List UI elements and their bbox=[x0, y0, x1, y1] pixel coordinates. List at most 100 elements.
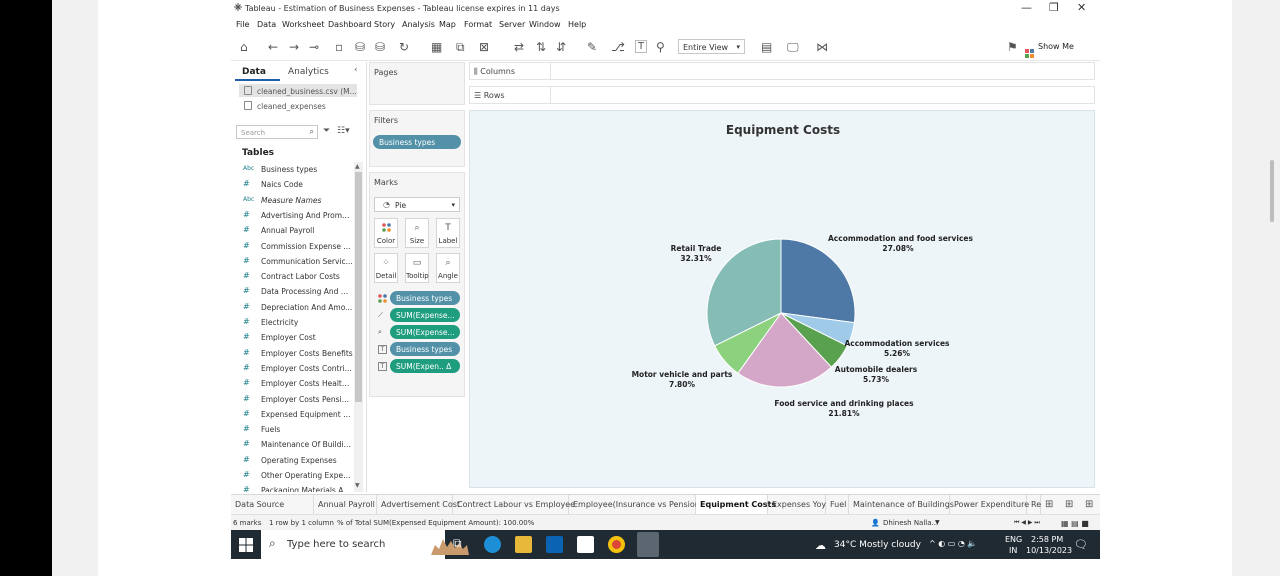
notifications-icon[interactable]: 🗨 bbox=[1074, 538, 1088, 551]
angle-button[interactable]: ⌕ Angle bbox=[436, 253, 460, 283]
sheet-tab[interactable]: Equipment Costs bbox=[696, 495, 776, 515]
restore-button[interactable]: ❐ bbox=[1049, 1, 1059, 14]
mail-icon[interactable] bbox=[577, 536, 594, 553]
taskbar-search-input[interactable]: ⌕ Type here to search bbox=[261, 530, 469, 559]
filter-pill[interactable]: Business types bbox=[373, 135, 461, 149]
sheet-nav-icon[interactable]: ⏮ ◀ ▶ ⏭ bbox=[1014, 519, 1040, 526]
scrollbar-thumb[interactable] bbox=[355, 172, 362, 402]
marks-pill[interactable]: SUM(Expense... bbox=[390, 308, 460, 322]
file-explorer-icon[interactable] bbox=[515, 536, 532, 553]
field-item[interactable]: # Employer Costs Health... bbox=[231, 376, 353, 391]
columns-shelf[interactable]: ⫼ Columns bbox=[469, 62, 1095, 80]
chrome-icon[interactable] bbox=[608, 536, 625, 553]
menu-help[interactable]: Help bbox=[568, 20, 587, 29]
menu-data[interactable]: Data bbox=[257, 20, 277, 29]
menu-format[interactable]: Format bbox=[464, 20, 493, 29]
filter-icon[interactable]: ⏷ bbox=[323, 126, 331, 136]
sheet-tab[interactable]: Employee(Insurance vs Pension) bbox=[569, 495, 703, 515]
marks-pill[interactable]: SUM(Expen.. Δ bbox=[390, 359, 460, 373]
menu-analysis[interactable]: Analysis bbox=[402, 20, 435, 29]
share-icon[interactable]: ⋈ bbox=[816, 40, 828, 54]
refresh-icon[interactable]: ↻ bbox=[399, 40, 410, 54]
scroll-down-icon[interactable]: ▼ bbox=[355, 482, 360, 489]
marks-pill[interactable]: Business types bbox=[390, 342, 460, 356]
field-list-scrollbar[interactable]: ▲ ▼ bbox=[354, 162, 363, 492]
datasource-item[interactable]: cleaned_business.csv (M... bbox=[239, 84, 357, 97]
rows-shelf[interactable]: ☰ Rows bbox=[469, 86, 1095, 104]
language-code[interactable]: ENG bbox=[1005, 535, 1023, 544]
edge-icon[interactable] bbox=[484, 536, 501, 553]
pie-slice[interactable] bbox=[706, 238, 782, 347]
save-icon[interactable]: ▫ bbox=[335, 40, 344, 54]
weather-text[interactable]: 34°C Mostly cloudy bbox=[834, 540, 921, 550]
menu-file[interactable]: File bbox=[236, 20, 250, 29]
marks-pill[interactable]: Business types bbox=[390, 291, 460, 305]
size-button[interactable]: ⌕ Size bbox=[405, 218, 429, 248]
datasource-item[interactable]: cleaned_expenses bbox=[239, 99, 357, 112]
tooltip-button[interactable]: ▭ Tooltip bbox=[405, 253, 429, 283]
field-item[interactable]: # Expensed Equipment A... bbox=[231, 407, 353, 422]
tableau-taskbar-icon[interactable] bbox=[637, 532, 659, 557]
sort-descending-icon[interactable]: ⇵ bbox=[556, 40, 567, 54]
task-view-icon[interactable]: ⧉ bbox=[453, 536, 462, 550]
show-cards-icon[interactable]: ▤ bbox=[761, 40, 773, 54]
fit-select[interactable]: Entire View ▾ bbox=[678, 39, 745, 54]
menu-story[interactable]: Story bbox=[374, 20, 396, 29]
field-item[interactable]: Abc Business types bbox=[231, 162, 353, 177]
close-button[interactable]: ✕ bbox=[1077, 1, 1087, 14]
label-button[interactable]: T Label bbox=[436, 218, 460, 248]
sheet-tab[interactable]: Power Expenditure bbox=[950, 495, 1029, 515]
color-button[interactable]: Color bbox=[374, 218, 398, 248]
field-item[interactable]: # Depreciation And Amo... bbox=[231, 300, 353, 315]
field-item[interactable]: # Maintenance Of Buildin... bbox=[231, 437, 353, 452]
view-sheets-icon[interactable]: ▦ ▤ ■ bbox=[1061, 519, 1089, 528]
swap-icon[interactable]: ⇄ bbox=[514, 40, 525, 54]
show-me-button[interactable]: Show Me bbox=[1038, 42, 1074, 51]
field-item[interactable]: # Fuels bbox=[231, 422, 353, 437]
show-me-icon[interactable] bbox=[1025, 43, 1035, 58]
new-data-source-icon[interactable]: ⛁ bbox=[355, 40, 366, 54]
pause-updates-icon[interactable]: ⛁ bbox=[375, 40, 386, 54]
sheet-tab[interactable]: Expenses Yoy bbox=[768, 495, 826, 515]
mark-type-select[interactable]: ◔ Pie ▾ bbox=[374, 197, 460, 212]
view-options-icon[interactable]: ☷▾ bbox=[337, 126, 350, 136]
user-menu[interactable]: Dhinesh Nalla... bbox=[883, 519, 939, 527]
store-icon[interactable] bbox=[546, 536, 563, 553]
marks-pill[interactable]: SUM(Expense... bbox=[390, 325, 460, 339]
field-search-input[interactable]: Search ⌕ bbox=[236, 125, 318, 139]
pie-slice[interactable] bbox=[780, 238, 856, 324]
field-item[interactable]: Abc Measure Names bbox=[231, 193, 353, 208]
new-worksheet-icon[interactable]: ▦ bbox=[431, 40, 443, 54]
highlight-icon[interactable]: ✎ bbox=[587, 40, 598, 54]
home-icon[interactable]: ⌂ bbox=[240, 40, 248, 54]
field-item[interactable]: # Employer Costs Pensio... bbox=[231, 392, 353, 407]
field-item[interactable]: # Annual Payroll bbox=[231, 223, 353, 238]
forward-icon[interactable]: → bbox=[289, 40, 300, 54]
detail-button[interactable]: ⁘ Detail bbox=[374, 253, 398, 283]
sheet-tab[interactable]: Re bbox=[1027, 495, 1041, 515]
scroll-up-icon[interactable]: ▲ bbox=[355, 163, 360, 170]
sheet-tab[interactable]: Advertisement Cost bbox=[377, 495, 460, 515]
menu-window[interactable]: Window bbox=[529, 20, 561, 29]
pin-icon[interactable]: ⚑ bbox=[1007, 40, 1018, 54]
presentation-mode-icon[interactable]: 🖵 bbox=[787, 40, 799, 54]
new-dashboard-icon[interactable]: ⊞ bbox=[1065, 499, 1074, 510]
field-item[interactable]: # Employer Costs Contri... bbox=[231, 361, 353, 376]
field-item[interactable]: # Other Operating Expen... bbox=[231, 468, 353, 483]
field-item[interactable]: # Employer Costs Benefits bbox=[231, 346, 353, 361]
pie-slice[interactable] bbox=[737, 312, 833, 388]
field-item[interactable]: # Advertising And Promo... bbox=[231, 208, 353, 223]
sheet-tab[interactable]: Data Source bbox=[231, 495, 314, 515]
duplicate-sheet-icon[interactable]: ⧉ bbox=[456, 40, 465, 54]
new-worksheet-icon[interactable]: ⊞ bbox=[1045, 499, 1054, 510]
sheet-tab[interactable]: Contrect Labour vs Employee bbox=[453, 495, 575, 515]
field-item[interactable]: # Packaging Materials A... bbox=[231, 483, 353, 492]
outer-scrollbar-thumb[interactable] bbox=[1270, 160, 1274, 222]
sheet-tab[interactable]: Annual Payroll bbox=[314, 495, 377, 515]
fix-axes-icon[interactable]: ⚲ bbox=[656, 40, 665, 54]
tray-icons[interactable]: ^ ◐ ▭ ◔ 🔈 bbox=[929, 539, 978, 548]
group-icon[interactable]: ⎇ bbox=[611, 40, 625, 54]
sort-ascending-icon[interactable]: ⇅ bbox=[536, 40, 547, 54]
clear-sheet-icon[interactable]: ⊠ bbox=[479, 40, 490, 54]
field-item[interactable]: # Operating Expenses bbox=[231, 453, 353, 468]
